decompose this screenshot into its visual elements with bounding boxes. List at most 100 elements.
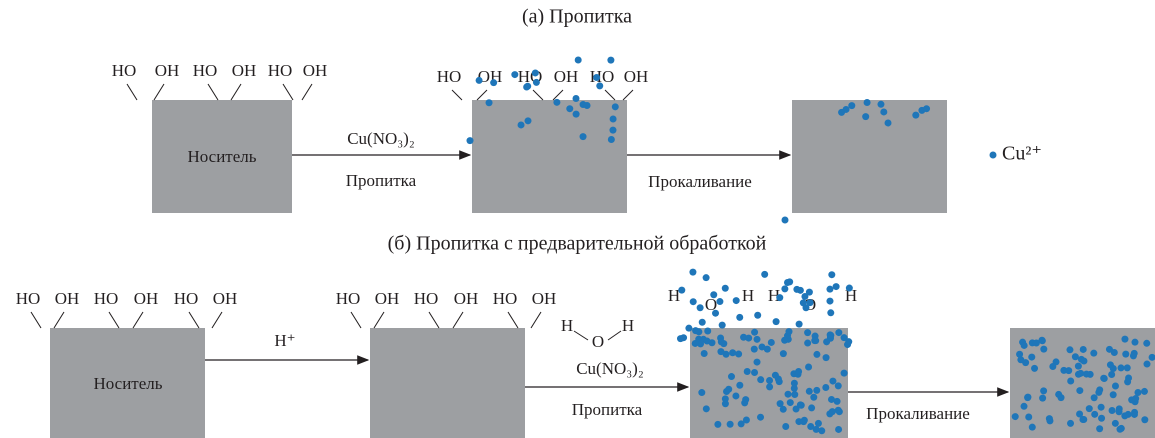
particle: [1074, 362, 1082, 370]
support-block: [472, 100, 627, 213]
particle: [771, 371, 779, 379]
particle: [754, 311, 762, 319]
bond: [126, 83, 138, 101]
particle: [1025, 413, 1033, 421]
particle: [1085, 405, 1093, 413]
particle: [717, 348, 725, 356]
particle: [776, 294, 784, 302]
particle: [779, 350, 787, 358]
particle: [524, 117, 532, 125]
particle: [736, 381, 744, 389]
particle: [1024, 394, 1032, 402]
hydroxyl-label: HO: [336, 289, 361, 308]
particle: [1028, 423, 1036, 431]
particle: [732, 297, 740, 305]
support-label: Носитель: [93, 374, 162, 393]
particle: [579, 133, 587, 141]
particle: [1016, 350, 1024, 358]
particle: [766, 376, 774, 384]
particle: [735, 350, 743, 358]
support-block: [50, 328, 205, 438]
particle: [786, 399, 794, 407]
particle: [1091, 410, 1099, 418]
particle: [785, 328, 793, 336]
particle: [490, 79, 498, 87]
bond: [53, 311, 65, 329]
bond: [230, 83, 242, 101]
particle: [1143, 339, 1151, 347]
bond: [622, 89, 634, 101]
particle: [593, 74, 601, 82]
particle: [826, 410, 834, 418]
particle: [848, 102, 856, 110]
hydroxyl-label: OH: [303, 61, 328, 80]
step-label: Прокаливание: [866, 404, 970, 423]
particle: [1040, 345, 1048, 353]
particle: [863, 98, 871, 106]
support-label: Носитель: [187, 147, 256, 166]
particle: [574, 56, 582, 64]
particle: [689, 268, 697, 276]
particle: [1032, 339, 1040, 347]
particle: [844, 341, 852, 349]
particle: [845, 284, 853, 292]
particle: [1098, 414, 1106, 422]
particle: [1080, 357, 1088, 365]
particle: [532, 78, 540, 86]
particle: [1130, 410, 1138, 418]
hydroxyl-label: OH: [454, 289, 479, 308]
water-atom: H: [742, 286, 754, 305]
particle: [832, 283, 840, 291]
particle: [1116, 425, 1124, 433]
particle: [1121, 412, 1129, 420]
particle: [609, 115, 617, 123]
particle: [475, 76, 483, 84]
particle: [523, 83, 531, 91]
reagent-label: Cu(NO₃)₂: [347, 129, 415, 148]
particle: [607, 135, 615, 143]
particle: [741, 399, 749, 407]
particle: [766, 383, 774, 391]
particle: [1077, 369, 1085, 377]
hydroxyl-label: HO: [112, 61, 137, 80]
particle: [1095, 388, 1103, 396]
legend-label: Cu²⁺: [1002, 143, 1042, 165]
particle: [700, 349, 708, 357]
reagent-label: H⁺: [274, 331, 295, 350]
panel-title: (а) Пропитка: [522, 6, 632, 28]
particle: [813, 386, 821, 394]
hydroxyl-label: HO: [94, 289, 119, 308]
particle: [757, 376, 765, 384]
particle: [807, 422, 815, 430]
particle: [1039, 394, 1047, 402]
particle: [763, 345, 771, 353]
particle: [716, 298, 724, 306]
particle: [1109, 364, 1117, 372]
particle: [1065, 367, 1073, 375]
particle: [822, 354, 830, 362]
particle: [833, 397, 841, 405]
particle: [810, 393, 818, 401]
particle: [884, 119, 892, 127]
step-label: Пропитка: [346, 171, 417, 190]
particle: [726, 420, 734, 428]
particle: [1143, 360, 1151, 368]
particle: [736, 313, 744, 321]
particle: [1040, 387, 1048, 395]
particle: [751, 328, 759, 336]
particle: [718, 321, 726, 329]
step-label: Прокаливание: [648, 172, 752, 191]
water-atom: H: [622, 316, 634, 335]
particle: [1011, 413, 1019, 421]
particle: [704, 327, 712, 335]
particle: [1148, 353, 1155, 361]
particle: [611, 103, 619, 111]
particle: [1105, 345, 1113, 353]
particle: [702, 405, 710, 413]
particle: [812, 425, 820, 433]
particle: [828, 271, 836, 279]
hydroxyl-label: OH: [155, 61, 180, 80]
particle: [829, 377, 837, 385]
particle: [685, 324, 693, 332]
particle: [1076, 387, 1084, 395]
